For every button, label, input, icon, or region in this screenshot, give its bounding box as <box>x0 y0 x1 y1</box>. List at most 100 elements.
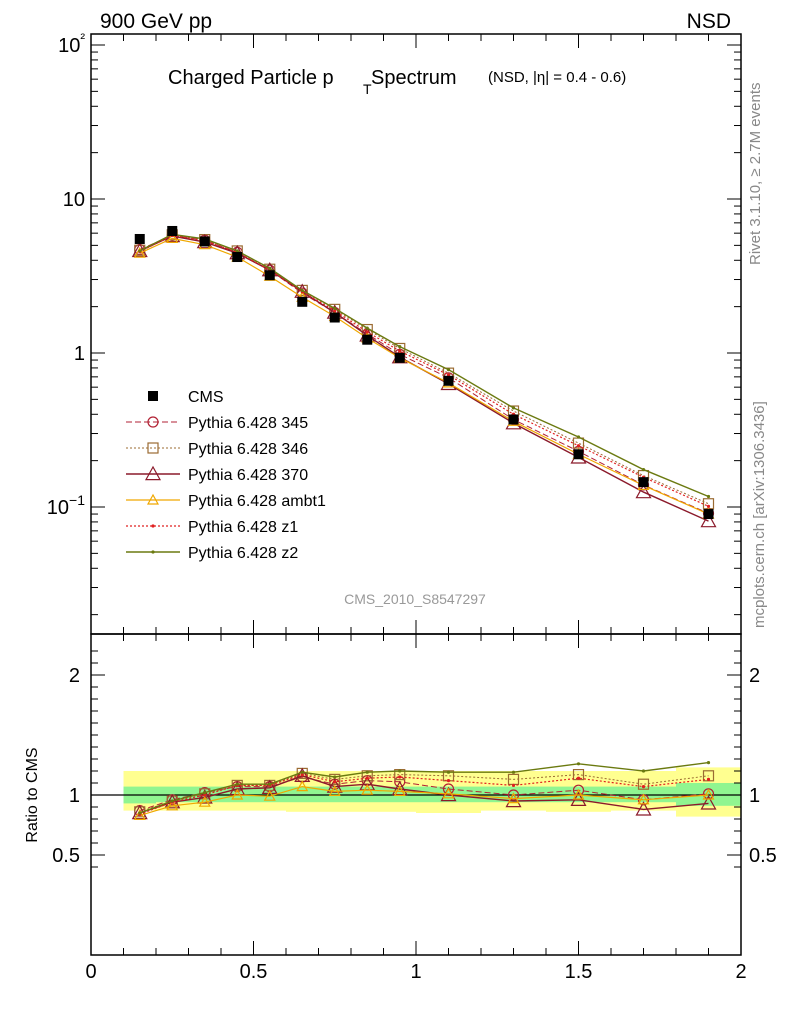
data-point-cms <box>638 477 649 488</box>
data-point-cms <box>199 236 210 247</box>
data-point-cms <box>297 296 308 307</box>
ratio-point-z2 <box>641 769 646 773</box>
data-point-z2 <box>300 288 304 292</box>
ratio-point-z2 <box>446 770 451 774</box>
ratio-point-ambt1 <box>361 783 374 795</box>
ratio-point-z1 <box>365 776 369 780</box>
ratio-point-p346 <box>637 778 650 790</box>
header-right: NSD <box>687 10 731 33</box>
legend-label-p346: Pythia 6.428 346 <box>188 441 308 458</box>
main-frame <box>90 33 742 635</box>
ratio-point-p370 <box>164 793 181 809</box>
data-point-z1 <box>706 504 711 508</box>
ratio-line-ambt1 <box>139 785 709 816</box>
data-point-z2 <box>365 326 369 330</box>
ratio-line-z1 <box>139 773 709 815</box>
main-ytick-label: 10−1 <box>47 492 85 519</box>
series-line-z1 <box>139 234 709 507</box>
ratio-point-ambt1 <box>198 795 211 807</box>
data-point-z2 <box>576 435 581 439</box>
legend: CMS Pythia 6.428 345 Pythia 6.428 346 Pythi… <box>126 389 326 562</box>
data-point-cms <box>703 509 714 520</box>
ratio-point-z1 <box>576 776 581 780</box>
main-ytick-label-exponent: −1 <box>69 492 85 508</box>
ratio-point-z2 <box>576 762 581 766</box>
chart-title: Charged Particle p T Spectrum (NSD, |η| … <box>168 67 626 97</box>
watermark: CMS_2010_S8547297 <box>344 591 486 607</box>
legend-marker-cms <box>148 391 158 401</box>
data-point-z1 <box>365 330 369 334</box>
ratio-point-z1 <box>706 777 711 782</box>
legend-label-cms: CMS <box>188 389 224 406</box>
legend-label-z2: Pythia 6.428 z2 <box>188 545 298 562</box>
data-point-z2 <box>138 249 142 253</box>
ratio-point-z1 <box>398 775 402 779</box>
ratio-point-ambt1 <box>231 788 244 800</box>
legend-marker-z1 <box>151 524 155 528</box>
data-point-ambt1 <box>166 232 179 243</box>
ratio-point-z2 <box>203 791 207 795</box>
series-line-ambt1 <box>139 237 709 515</box>
data-point-p346 <box>361 323 373 336</box>
ratio-point-z2 <box>235 782 239 786</box>
legend-marker-p345 <box>147 416 159 428</box>
header-left: 900 GeV pp <box>100 10 212 33</box>
data-point-z1 <box>446 373 451 377</box>
data-point-p346 <box>134 244 146 256</box>
data-point-p370 <box>635 483 652 499</box>
legend-marker-ambt1 <box>146 493 160 505</box>
main-ytick-label: 10² <box>58 30 85 57</box>
ratio-point-ambt1 <box>507 792 520 804</box>
data-point-z2 <box>511 406 516 410</box>
data-point-cms <box>394 352 405 363</box>
ratio-point-z2 <box>365 770 369 774</box>
legend-label-p370: Pythia 6.428 370 <box>188 467 308 484</box>
ratio-point-z2 <box>268 782 272 786</box>
ratio-point-z1 <box>641 785 646 789</box>
ratio-xtick-label: 0.5 <box>240 961 268 983</box>
ratio-point-p370 <box>261 779 278 795</box>
ratio-point-z2 <box>511 770 516 774</box>
title-main-2: Spectrum <box>371 67 457 89</box>
data-point-cms <box>167 225 178 236</box>
ratio-point-ambt1 <box>637 793 650 805</box>
ratio-point-ambt1 <box>572 788 585 800</box>
data-point-cms <box>329 312 340 323</box>
legend-marker-z2 <box>151 550 155 554</box>
ratio-point-z2 <box>398 769 402 773</box>
ratio-point-z2 <box>706 761 711 765</box>
ratio-point-p345 <box>507 789 520 801</box>
data-point-z2 <box>398 345 402 349</box>
ratio-panel: 0.5 0.5 1 1 2 2 0 0.5 1 1.5 2 Ratio to CMS <box>24 633 777 983</box>
ratio-ytick-label-left: 0.5 <box>52 845 80 867</box>
ratio-point-p370 <box>700 795 717 810</box>
legend-marker-p346 <box>147 442 159 454</box>
ratio-ytick-label-left: 2 <box>69 665 80 687</box>
ratio-point-z2 <box>333 775 337 779</box>
ratio-point-z1 <box>333 780 337 784</box>
ratio-point-z2 <box>138 811 142 815</box>
data-point-z2 <box>706 494 711 499</box>
data-point-cms <box>232 252 243 263</box>
main-ytick-label: 10 <box>63 189 85 211</box>
data-point-z2 <box>446 368 451 372</box>
data-point-z1 <box>333 309 337 313</box>
ratio-point-ambt1 <box>442 787 455 799</box>
ratio-point-p370 <box>391 780 408 796</box>
data-point-cms <box>573 449 584 460</box>
legend-label-z1: Pythia 6.428 z1 <box>188 519 298 536</box>
ratio-point-z1 <box>511 783 516 788</box>
legend-label-p345: Pythia 6.428 345 <box>188 415 308 432</box>
data-point-cms <box>443 375 454 386</box>
ratio-xtick-label: 1.5 <box>565 961 593 983</box>
series-line-p346 <box>139 234 709 505</box>
ratio-line-z2 <box>139 761 709 814</box>
ratio-ytick-label-right: 1 <box>749 785 760 807</box>
ratio-point-z2 <box>300 770 304 774</box>
data-point-p370 <box>700 512 717 528</box>
series-line-z2 <box>139 233 709 498</box>
data-point-cms <box>362 334 373 345</box>
ratio-ylabel: Ratio to CMS <box>24 747 41 842</box>
